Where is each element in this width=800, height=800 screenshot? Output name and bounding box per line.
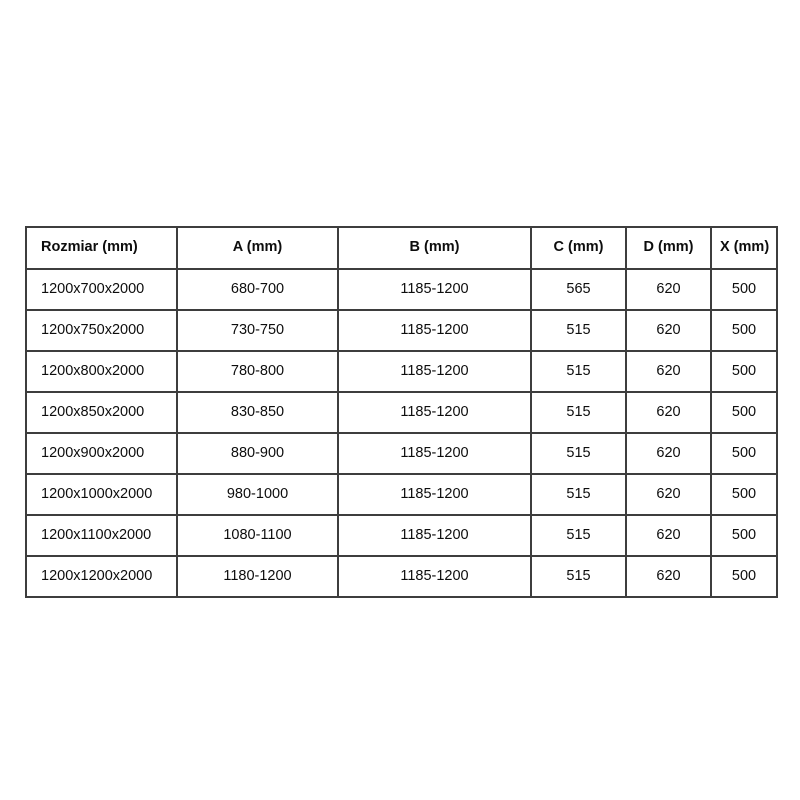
column-header-a: A (mm) — [176, 226, 339, 270]
cell-a: 980-1000 — [176, 473, 339, 516]
cell-d: 620 — [625, 350, 712, 393]
cell-size: 1200x1200x2000 — [25, 555, 178, 598]
table-row: 1200x800x2000 780-800 1185-1200 515 620 … — [25, 350, 778, 393]
cell-c: 515 — [530, 391, 627, 434]
table-row: 1200x1200x2000 1180-1200 1185-1200 515 6… — [25, 555, 778, 598]
cell-b: 1185-1200 — [337, 350, 532, 393]
cell-d: 620 — [625, 555, 712, 598]
cell-c: 515 — [530, 350, 627, 393]
cell-c: 515 — [530, 473, 627, 516]
cell-x: 500 — [710, 391, 778, 434]
cell-b: 1185-1200 — [337, 432, 532, 475]
dimensions-table: Rozmiar (mm) A (mm) B (mm) C (mm) D (mm)… — [25, 226, 778, 598]
cell-c: 515 — [530, 309, 627, 352]
cell-c: 515 — [530, 514, 627, 557]
table-row: 1200x900x2000 880-900 1185-1200 515 620 … — [25, 432, 778, 475]
table-row: 1200x1100x2000 1080-1100 1185-1200 515 6… — [25, 514, 778, 557]
cell-x: 500 — [710, 309, 778, 352]
specification-table-container: Rozmiar (mm) A (mm) B (mm) C (mm) D (mm)… — [25, 226, 778, 598]
column-header-b: B (mm) — [337, 226, 532, 270]
cell-d: 620 — [625, 432, 712, 475]
cell-a: 1180-1200 — [176, 555, 339, 598]
cell-b: 1185-1200 — [337, 555, 532, 598]
cell-x: 500 — [710, 432, 778, 475]
column-header-x: X (mm) — [710, 226, 778, 270]
cell-size: 1200x700x2000 — [25, 268, 178, 311]
cell-a: 880-900 — [176, 432, 339, 475]
column-header-d: D (mm) — [625, 226, 712, 270]
cell-size: 1200x1100x2000 — [25, 514, 178, 557]
table-row: 1200x1000x2000 980-1000 1185-1200 515 62… — [25, 473, 778, 516]
cell-a: 680-700 — [176, 268, 339, 311]
cell-d: 620 — [625, 391, 712, 434]
column-header-rozmiar: Rozmiar (mm) — [25, 226, 178, 270]
cell-b: 1185-1200 — [337, 514, 532, 557]
cell-size: 1200x1000x2000 — [25, 473, 178, 516]
cell-c: 515 — [530, 555, 627, 598]
cell-a: 730-750 — [176, 309, 339, 352]
table-row: 1200x850x2000 830-850 1185-1200 515 620 … — [25, 391, 778, 434]
cell-x: 500 — [710, 555, 778, 598]
cell-x: 500 — [710, 514, 778, 557]
cell-size: 1200x800x2000 — [25, 350, 178, 393]
cell-b: 1185-1200 — [337, 391, 532, 434]
table-row: 1200x700x2000 680-700 1185-1200 565 620 … — [25, 268, 778, 311]
cell-d: 620 — [625, 268, 712, 311]
cell-size: 1200x850x2000 — [25, 391, 178, 434]
cell-a: 780-800 — [176, 350, 339, 393]
cell-size: 1200x750x2000 — [25, 309, 178, 352]
column-header-c: C (mm) — [530, 226, 627, 270]
cell-d: 620 — [625, 473, 712, 516]
cell-c: 515 — [530, 432, 627, 475]
cell-a: 830-850 — [176, 391, 339, 434]
cell-a: 1080-1100 — [176, 514, 339, 557]
table-row: 1200x750x2000 730-750 1185-1200 515 620 … — [25, 309, 778, 352]
cell-x: 500 — [710, 350, 778, 393]
cell-b: 1185-1200 — [337, 473, 532, 516]
table-header-row: Rozmiar (mm) A (mm) B (mm) C (mm) D (mm)… — [25, 226, 778, 270]
cell-size: 1200x900x2000 — [25, 432, 178, 475]
table-body: 1200x700x2000 680-700 1185-1200 565 620 … — [25, 268, 778, 598]
table-header: Rozmiar (mm) A (mm) B (mm) C (mm) D (mm)… — [25, 226, 778, 270]
cell-x: 500 — [710, 473, 778, 516]
cell-x: 500 — [710, 268, 778, 311]
cell-b: 1185-1200 — [337, 309, 532, 352]
cell-d: 620 — [625, 309, 712, 352]
cell-d: 620 — [625, 514, 712, 557]
cell-b: 1185-1200 — [337, 268, 532, 311]
cell-c: 565 — [530, 268, 627, 311]
